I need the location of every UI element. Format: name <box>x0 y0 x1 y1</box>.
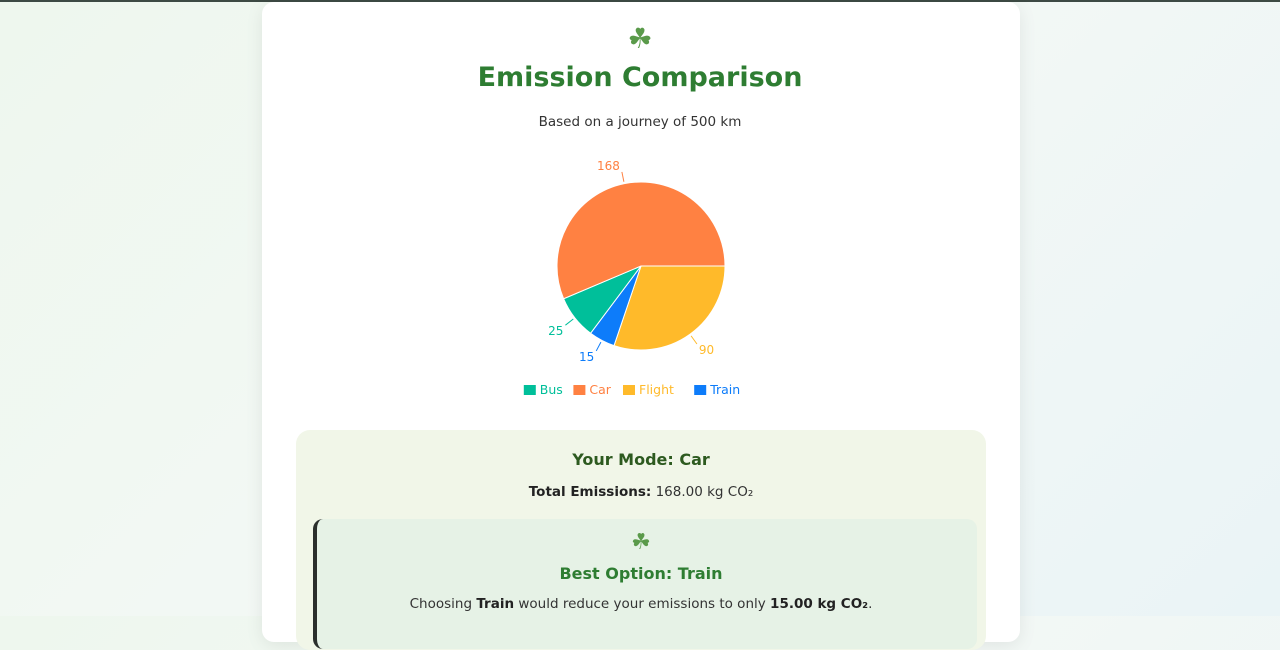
total-emissions-value: 168.00 kg CO₂ <box>655 484 754 500</box>
best-value: 15.00 kg CO₂ <box>770 596 869 612</box>
pie-leader-bus <box>565 318 574 326</box>
legend-swatch-flight[interactable] <box>623 385 635 395</box>
best-text-middle: would reduce your emissions to only <box>518 596 766 612</box>
legend-swatch-train[interactable] <box>694 385 707 395</box>
legend-label-flight[interactable]: Flight <box>639 382 674 397</box>
best-text-suffix: . <box>868 596 873 612</box>
best-option-title: Best Option: Train <box>559 564 723 583</box>
emission-pie-chart: 90 15 25 168 Bus Car Flight Train <box>523 159 740 397</box>
pie-label-train: 15 <box>579 350 594 364</box>
shamrock-icon: ☘ <box>631 530 651 555</box>
pie-label-flight: 90 <box>699 343 714 357</box>
legend-label-car[interactable]: Car <box>589 382 611 397</box>
legend-swatch-car[interactable] <box>573 385 586 395</box>
legend-label-train[interactable]: Train <box>709 382 740 397</box>
legend-label-bus[interactable]: Bus <box>540 382 563 397</box>
journey-subtitle: Based on a journey of 500 km <box>538 114 742 130</box>
page-title: Emission Comparison <box>477 62 803 93</box>
shamrock-icon: ☘ <box>627 22 653 55</box>
pie-leader-flight <box>690 335 698 345</box>
window-top-border <box>0 0 1280 2</box>
best-option-text: Choosing Train would reduce your emissio… <box>262 596 1020 612</box>
pie-label-car: 168 <box>597 159 620 173</box>
total-emissions-label: Total Emissions: <box>528 484 652 500</box>
pie-leader-car <box>621 171 625 182</box>
pie-slice-flight[interactable] <box>613 265 726 351</box>
pie-label-bus: 25 <box>548 324 563 338</box>
your-mode-title: Your Mode: Car <box>572 450 710 469</box>
best-text-prefix: Choosing <box>409 596 473 612</box>
total-emissions: Total Emissions: 168.00 kg CO₂ <box>262 484 1020 500</box>
legend-swatch-bus[interactable] <box>523 385 536 395</box>
pie-slice-car[interactable] <box>556 181 726 300</box>
pie-leader-train <box>595 341 602 352</box>
best-mode: Train <box>476 596 515 612</box>
